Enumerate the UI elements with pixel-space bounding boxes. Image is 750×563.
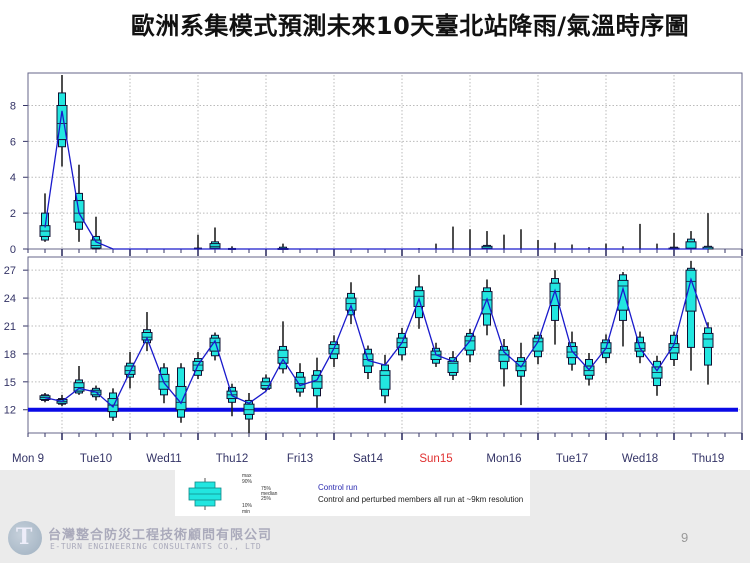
box-p25-p75 (532, 337, 544, 352)
box-p25-p75 (243, 403, 255, 415)
ensemble-box (193, 234, 203, 250)
box-p25-p75 (379, 370, 391, 390)
ensemble-box (243, 392, 255, 433)
x-day-label: Mon16 (486, 453, 521, 465)
legend-max: max (242, 473, 252, 479)
y-tick-label: 6 (10, 136, 16, 148)
box-p25-p75 (464, 335, 476, 351)
box-p25-p75 (260, 381, 272, 389)
legend-note: Control and perturbed members all run at… (318, 495, 524, 504)
x-day-label: Thu19 (692, 453, 725, 465)
ensemble-box (702, 213, 714, 250)
legend-control-run: Control run (318, 483, 358, 492)
ensemble-box (107, 388, 119, 421)
box-p25-p75 (73, 382, 85, 392)
box-p25-p75 (209, 337, 221, 352)
slide-header: 歐洲系集模式預測未來10天臺北站降雨/氣溫時序圖 (0, 0, 750, 70)
ensemble-box (90, 385, 102, 401)
box-p25-p75 (702, 332, 714, 348)
ensemble-box (515, 342, 527, 406)
legend: max 90% 75% median 25% 10% min Control r… (175, 470, 530, 516)
company-name-en: E-TURN ENGINEERING CONSULTANTS CO., LTD (50, 542, 262, 551)
ensemble-box (90, 216, 102, 250)
ensemble-box (311, 357, 323, 408)
ensemble-box (277, 321, 289, 374)
y-tick-label: 4 (10, 172, 16, 184)
temperature-panel: 12 15 18 21 24 27 (4, 256, 743, 440)
ensemble-box (685, 231, 697, 250)
x-day-label: Tue17 (556, 453, 588, 465)
y-tick-label: 0 (10, 244, 16, 256)
ensemble-box (175, 363, 187, 423)
y-tick-label: 27 (4, 265, 16, 277)
legend-min: min (242, 509, 251, 515)
ensemble-box (447, 351, 459, 380)
y-tick-label: 15 (4, 377, 16, 389)
x-day-label: Thu12 (216, 453, 249, 465)
x-day-label: Sun15 (419, 453, 452, 465)
box-p25-p75 (481, 291, 493, 315)
ensemble-box (668, 232, 680, 250)
box-p25-p75 (56, 104, 68, 141)
y-tick-label: 21 (4, 321, 16, 333)
precipitation-panel: 0 2 4 6 8 (10, 72, 743, 256)
y-tick-label: 12 (4, 405, 16, 417)
box-p25-p75 (209, 243, 221, 249)
x-day-label: Wed11 (146, 453, 181, 465)
y-tick-label: 8 (10, 100, 16, 112)
slide-title: 歐洲系集模式預測未來10天臺北站降雨/氣溫時序圖 (130, 12, 690, 40)
page-number: 9 (681, 530, 689, 545)
x-day-label: Tue10 (80, 453, 112, 465)
ensemble-box (651, 355, 663, 396)
ensemble-box (73, 164, 85, 242)
ensemble-box (481, 231, 493, 250)
legend-box-glyph (188, 478, 222, 510)
x-day-label: Wed18 (622, 453, 658, 465)
legend-p75: 75% (261, 486, 272, 492)
box-p25-p75 (141, 332, 153, 341)
ensemble-box (379, 354, 391, 404)
legend-p10: 10% (242, 503, 253, 509)
ensemble-box (668, 331, 680, 367)
company-name-zh: 台灣整合防災工程技術顧問有限公司 (48, 528, 273, 543)
ensemble-box (413, 274, 425, 329)
box-p25-p75 (549, 282, 561, 307)
control-run-line (44, 277, 709, 408)
ensemble-box (498, 339, 510, 387)
x-day-label: Mon 9 (12, 453, 44, 465)
legend-p90: 90% (242, 479, 253, 485)
ensemble-box (617, 272, 629, 347)
y-tick-label: 24 (4, 293, 16, 305)
ensemble-box (209, 227, 221, 250)
company-logo: T (8, 521, 42, 555)
box-p25-p75 (617, 279, 629, 311)
ensemble-box (702, 322, 714, 385)
box-p25-p75 (294, 376, 306, 389)
box-p25-p75 (277, 349, 289, 364)
x-day-label: Sat14 (353, 453, 384, 465)
legend-median: median (261, 491, 278, 497)
box-p25-p75 (685, 269, 697, 312)
y-tick-label: 18 (4, 349, 16, 361)
ensemble-box (549, 270, 561, 345)
ensemble-box (294, 363, 306, 397)
plot-frame (27, 72, 743, 250)
legend-p25: 25% (261, 496, 272, 502)
ensemble-box (141, 312, 153, 352)
x-day-label: Fri13 (287, 453, 313, 465)
y-tick-label: 2 (10, 208, 16, 220)
control-run-line (44, 110, 708, 250)
ensemble-box (260, 374, 272, 392)
ensemble-box (73, 366, 85, 395)
ensemble-box (56, 75, 68, 167)
